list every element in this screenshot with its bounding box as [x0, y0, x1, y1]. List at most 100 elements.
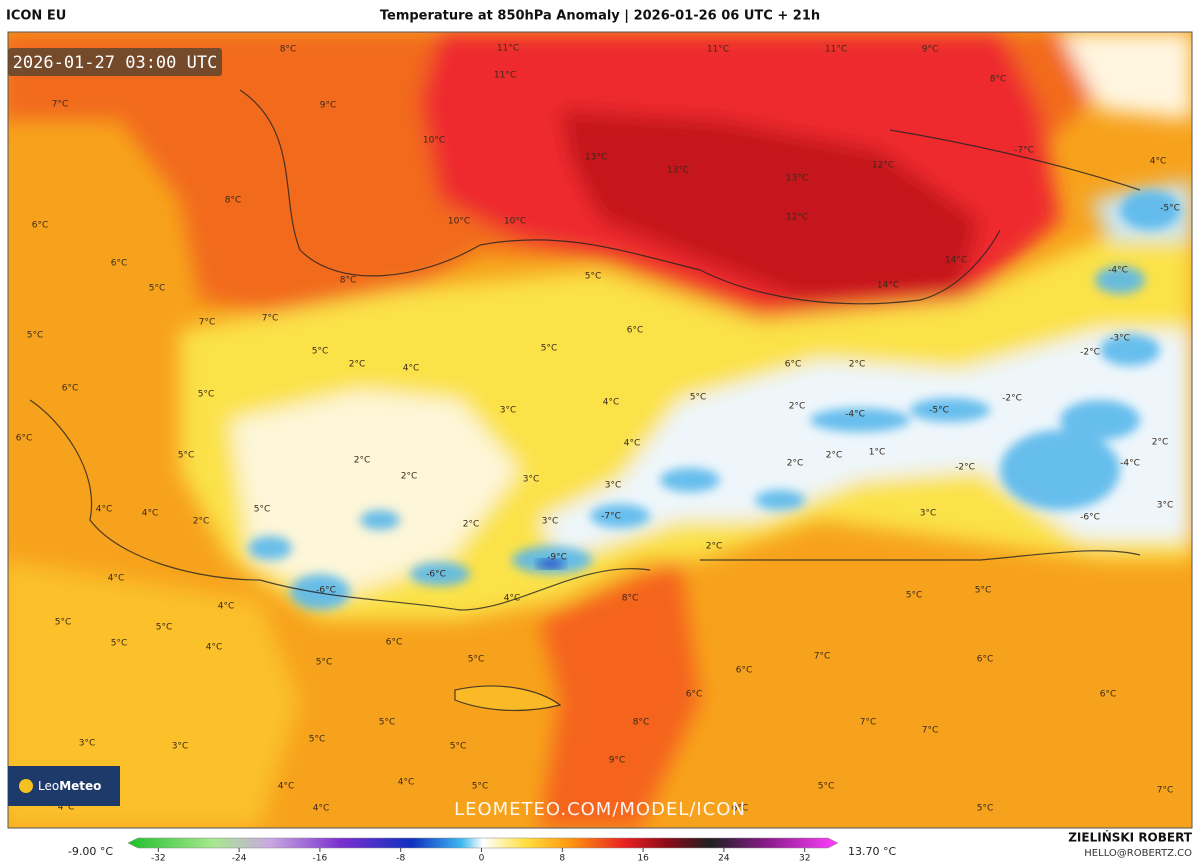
- contour-label: 7°C: [199, 318, 216, 328]
- contour-label: 5°C: [156, 623, 173, 633]
- contour-label: 5°C: [312, 347, 329, 357]
- contour-label: -2°C: [1002, 394, 1022, 404]
- contour-label: 5°C: [585, 272, 602, 282]
- colorbar-tick-label: 8: [559, 854, 565, 863]
- contour-label: 7°C: [1157, 786, 1174, 796]
- contour-label: 5°C: [906, 591, 923, 601]
- contour-label: 5°C: [254, 505, 271, 515]
- contour-label: 4°C: [624, 439, 641, 449]
- colorbar-min: -9.00 °C: [68, 845, 113, 858]
- contour-label: 11°C: [707, 45, 729, 55]
- contour-label: 11°C: [497, 44, 519, 54]
- colorbar-tick-label: -8: [396, 854, 405, 863]
- contour-label: 5°C: [541, 344, 558, 354]
- contour-label: 6°C: [686, 690, 703, 700]
- contour-label: -4°C: [845, 410, 865, 420]
- contour-label: 5°C: [472, 782, 489, 792]
- contour-label: 4°C: [206, 643, 223, 653]
- contour-label: 5°C: [379, 718, 396, 728]
- contour-label: 4°C: [58, 803, 75, 813]
- contour-label: 11°C: [494, 71, 516, 81]
- contour-label: 5°C: [468, 655, 485, 665]
- contour-label: 14°C: [945, 256, 967, 266]
- contour-label: 8°C: [225, 196, 242, 206]
- contour-label: 5°C: [198, 390, 215, 400]
- contour-label: -3°C: [1110, 334, 1130, 344]
- contour-label: 2°C: [463, 520, 480, 530]
- colorbar-tick-label: 32: [799, 854, 810, 863]
- contour-label: 8°C: [340, 276, 357, 286]
- map-frame: [7, 31, 1193, 829]
- contour-label: 5°C: [27, 331, 44, 341]
- contour-label: 8°C: [622, 594, 639, 604]
- contour-label: 9°C: [922, 45, 939, 55]
- contour-label: -6°C: [1080, 513, 1100, 523]
- contour-label: 5°C: [178, 451, 195, 461]
- author: ZIELIŃSKI ROBERT: [1068, 830, 1193, 845]
- contour-label: 7°C: [52, 100, 69, 110]
- colorbar-tick-label: -32: [151, 854, 166, 863]
- contour-label: 6°C: [111, 259, 128, 269]
- contour-label: 10°C: [504, 217, 526, 227]
- contour-label: 6°C: [977, 655, 994, 665]
- contour-label: 2°C: [826, 451, 843, 461]
- contour-label: 2°C: [349, 360, 366, 370]
- contour-label: -9°C: [547, 553, 567, 563]
- contour-label: 2°C: [1152, 438, 1169, 448]
- colorbar-tick-label: 24: [718, 854, 730, 863]
- logo-sun: [19, 779, 33, 793]
- contour-label: 3°C: [605, 481, 622, 491]
- contour-label: 4°C: [108, 574, 125, 584]
- contour-label: 4°C: [142, 509, 159, 519]
- contour-label: 3°C: [172, 742, 189, 752]
- contour-label: -6°C: [426, 570, 446, 580]
- contour-label: 4°C: [1150, 157, 1167, 167]
- contour-label: 4°C: [403, 364, 420, 374]
- watermark: LEOMETEO.COM/MODEL/ICON: [454, 799, 746, 820]
- map-field: 11°C 11°C 11°C 11°C 9°C 8°C 8°C 7°C 9°C 10°C 13°C 1…: [8, 32, 1192, 828]
- contour-label: 3°C: [1157, 501, 1174, 511]
- contour-label: 6°C: [732, 804, 749, 814]
- contour-label: 10°C: [423, 136, 445, 146]
- contour-label: 4°C: [313, 804, 330, 814]
- contour-label: 4°C: [603, 398, 620, 408]
- contour-label: 5°C: [55, 618, 72, 628]
- timestamp: 2026-01-27 03:00 UTC: [13, 53, 218, 73]
- contour-label: 5°C: [149, 284, 166, 294]
- contour-label: 4°C: [504, 594, 521, 604]
- contour-label: -2°C: [1080, 348, 1100, 358]
- contour-label: 5°C: [450, 742, 467, 752]
- contour-label: -6°C: [316, 586, 336, 596]
- contour-label: 6°C: [32, 221, 49, 231]
- colorbar-tick-label: -16: [313, 854, 328, 863]
- contour-label: 3°C: [500, 406, 517, 416]
- colorbar-tick-label: 16: [637, 854, 649, 863]
- contour-label: 7°C: [814, 652, 831, 662]
- contour-labels: 11°C 11°C 11°C 11°C 9°C 8°C 8°C 7°C 9°C 10°C 13°C 1…: [16, 44, 1180, 814]
- contour-label: -7°C: [1014, 146, 1034, 156]
- contour-label: 6°C: [16, 434, 33, 444]
- contour-label: -4°C: [1108, 266, 1128, 276]
- contour-label: 1°C: [869, 448, 886, 458]
- contour-label: 4°C: [96, 505, 113, 515]
- colorbar-tick-label: -24: [232, 854, 247, 863]
- contour-label: 3°C: [523, 475, 540, 485]
- colorbar-max: 13.70 °C: [848, 845, 896, 858]
- contour-label: -4°C: [1120, 459, 1140, 469]
- contour-label: 6°C: [785, 360, 802, 370]
- contour-label: 2°C: [193, 517, 210, 527]
- contour-label: 7°C: [922, 726, 939, 736]
- contour-label: 5°C: [975, 586, 992, 596]
- email: HELLO@ROBERTZ.CO: [1084, 848, 1192, 859]
- contour-label: 2°C: [787, 459, 804, 469]
- contour-label: 7°C: [262, 314, 279, 324]
- contour-label: 6°C: [627, 326, 644, 336]
- contour-label: 6°C: [62, 384, 79, 394]
- contour-label: -2°C: [955, 463, 975, 473]
- logo-bold: Meteo: [59, 779, 101, 793]
- contour-label: 3°C: [920, 509, 937, 519]
- contour-label: 12°C: [786, 213, 808, 223]
- contour-label: 8°C: [280, 45, 297, 55]
